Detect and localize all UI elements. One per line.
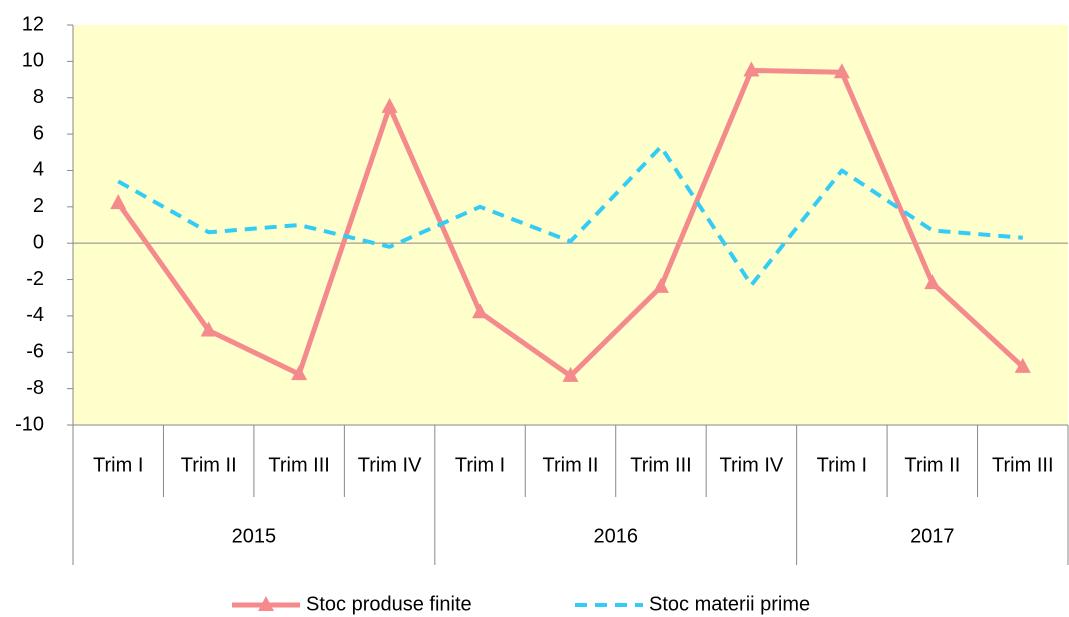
group-label: 2015 — [232, 525, 277, 547]
y-tick-label: 4 — [33, 159, 44, 181]
x-tick-label: Trim III — [992, 454, 1053, 476]
group-label: 2017 — [910, 525, 955, 547]
x-tick-label: Trim II — [543, 454, 599, 476]
y-tick-label: 0 — [33, 231, 44, 253]
point-marker — [381, 97, 398, 113]
x-tick-label: Trim I — [93, 454, 143, 476]
x-tick-label: Trim IV — [720, 454, 784, 476]
point-marker — [110, 194, 127, 210]
y-tick-label: -6 — [26, 341, 44, 363]
x-tick-label: Trim II — [904, 454, 960, 476]
legend-marker — [258, 596, 274, 611]
legend-label: Stoc produse finite — [306, 593, 472, 615]
point-marker — [652, 277, 669, 293]
y-tick-label: 12 — [22, 13, 44, 35]
series-line — [117, 144, 1023, 287]
point-marker — [743, 61, 760, 77]
point-marker — [200, 321, 217, 337]
y-tick-label: 2 — [33, 195, 44, 217]
x-tick-label: Trim I — [817, 454, 867, 476]
plot-area — [73, 25, 1068, 425]
point-marker — [924, 274, 941, 290]
y-tick-label: 10 — [22, 50, 44, 72]
y-tick-label: -8 — [26, 377, 44, 399]
group-label: 2016 — [593, 525, 638, 547]
y-tick-label: -2 — [26, 268, 44, 290]
legend-label: Stoc materii prime — [649, 593, 810, 615]
y-tick-label: -10 — [15, 413, 44, 435]
point-marker — [1014, 357, 1031, 373]
y-tick-label: 8 — [33, 86, 44, 108]
point-marker — [472, 303, 489, 319]
y-tick-label: 6 — [33, 122, 44, 144]
y-tick-label: -4 — [26, 304, 44, 326]
x-tick-label: Trim III — [630, 454, 691, 476]
point-marker — [291, 365, 308, 381]
point-marker — [562, 366, 579, 382]
x-tick-label: Trim III — [268, 454, 329, 476]
x-tick-label: Trim I — [455, 454, 505, 476]
x-tick-label: Trim IV — [358, 454, 422, 476]
point-marker — [833, 63, 850, 79]
x-tick-label: Trim II — [181, 454, 237, 476]
